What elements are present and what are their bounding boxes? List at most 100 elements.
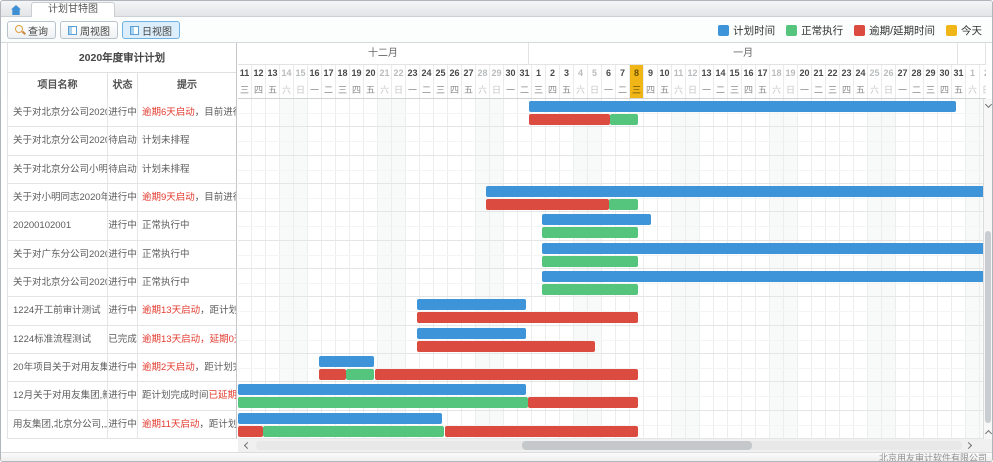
status-cell: 进行中 — [108, 297, 138, 325]
grid-column — [630, 99, 644, 439]
grid-column — [798, 99, 812, 439]
plan-bar[interactable] — [238, 412, 443, 424]
plan-bar[interactable] — [541, 270, 986, 282]
gantt-row — [238, 354, 986, 383]
hint-cell: 逾期9天启动，目前进行中 — [138, 184, 236, 211]
row-divider — [238, 226, 986, 228]
execution-bar[interactable] — [238, 397, 528, 409]
execution-bar[interactable] — [541, 227, 638, 239]
grid-column — [966, 99, 980, 439]
scroll-up-icon[interactable] — [984, 99, 992, 109]
day-number-cell: 23 — [406, 65, 420, 82]
execution-bar[interactable] — [263, 425, 445, 437]
execution-bar[interactable] — [541, 283, 638, 295]
scroll-left-icon[interactable] — [238, 439, 256, 452]
grid-column — [812, 99, 826, 439]
column-header-hint: 提示 — [177, 80, 197, 91]
overdue-bar[interactable] — [527, 397, 638, 409]
week-view-button[interactable]: 周视图 — [60, 21, 118, 39]
plan-bar[interactable] — [541, 214, 651, 226]
status-cell: 待启动 — [108, 155, 138, 183]
query-button[interactable]: 查询 — [7, 21, 56, 39]
month-label — [958, 43, 986, 65]
overdue-bar[interactable] — [417, 312, 638, 324]
horizontal-scrollbar-thumb[interactable] — [522, 441, 752, 450]
overdue-bar[interactable] — [444, 425, 638, 437]
overdue-bar[interactable] — [319, 368, 346, 380]
day-number-cell: 17 — [322, 65, 336, 82]
row-divider — [238, 311, 986, 313]
plan-bar[interactable] — [485, 185, 986, 197]
scroll-right-icon[interactable] — [962, 439, 980, 452]
day-number-cell: 30 — [504, 65, 518, 82]
hint-alert-text: 逾期13天启动，延期0天... — [142, 333, 236, 345]
status-cell: 进行中 — [108, 183, 138, 212]
hint-alert-text: 已延期8天 — [208, 390, 236, 402]
overdue-bar[interactable] — [528, 114, 611, 125]
day-number-cell: 29 — [924, 65, 938, 82]
weekday-cell: 六 — [770, 82, 784, 98]
vertical-scrollbar[interactable] — [983, 99, 992, 439]
vertical-scrollbar-thumb[interactable] — [985, 231, 991, 423]
month-row: 十二月 一月 — [238, 43, 986, 65]
overdue-bar[interactable] — [238, 425, 264, 437]
overdue-bar[interactable] — [485, 198, 609, 210]
execution-bar[interactable] — [345, 368, 375, 380]
hint-cell: 逾期6天启动，目前进行中 — [138, 99, 236, 126]
table-row[interactable]: 1224标准流程测试已完成逾期13天启动，延期0天... — [8, 325, 236, 354]
hint-text: ，距计划完... — [200, 305, 236, 317]
plan-bar[interactable] — [417, 327, 527, 339]
grid-column — [462, 99, 476, 439]
table-row[interactable]: 20200102001 进行中 正常执行中 — [8, 212, 236, 241]
today-day-cell: 8 — [630, 65, 644, 82]
tab-gantt-chart[interactable]: 计划甘特图 — [31, 2, 115, 17]
project-name-cell: 关于对北京分公司2020年... — [8, 127, 108, 155]
day-number-cell: 26 — [448, 65, 462, 82]
row-divider — [238, 424, 986, 426]
legend-item-normal: 正常执行 — [786, 23, 843, 38]
grid-column — [518, 99, 532, 439]
plan-bar[interactable] — [417, 299, 527, 311]
plan-bar[interactable] — [541, 242, 986, 254]
grid-column — [406, 99, 420, 439]
home-icon[interactable] — [10, 3, 22, 15]
overdue-bar[interactable] — [374, 368, 638, 380]
day-number-cell: 7 — [616, 65, 630, 82]
hint-cell: 逾期2天启动，距计划完... — [138, 354, 236, 381]
day-view-button[interactable]: 日视图 — [122, 21, 180, 39]
table-row[interactable]: 12月关于对用友集团,新...进行中距计划完成时间已延期8天 — [8, 382, 236, 411]
weekday-cell: 二 — [518, 82, 532, 98]
day-number-cell: 26 — [882, 65, 896, 82]
plan-bar[interactable] — [319, 355, 375, 367]
day-number-cell: 18 — [336, 65, 350, 82]
hint-alert-text: 逾期2天启动 — [142, 361, 195, 373]
day-number-cell: 1 — [532, 65, 546, 82]
execution-bar[interactable] — [609, 198, 638, 210]
day-number-cell: 31 — [952, 65, 966, 82]
hint-text: ，距计划完... — [194, 361, 236, 373]
overdue-bar[interactable] — [417, 340, 595, 352]
column-header-status: 状态 — [108, 73, 138, 99]
weekday-cell: 二 — [812, 82, 826, 98]
table-row[interactable]: 1224开工前审计测试进行中逾期13天启动，距计划完... — [8, 297, 236, 326]
table-row[interactable]: 20年项目关于对用友集团...进行中逾期2天启动，距计划完... — [8, 353, 236, 383]
execution-bar[interactable] — [610, 114, 638, 125]
status-cell: 进行中 — [108, 410, 138, 438]
day-number-cell: 28 — [476, 65, 490, 82]
execution-bar[interactable] — [541, 255, 638, 267]
table-row[interactable]: 用友集团,北京分公司,上...进行中逾期11天启动，距计划完... — [8, 410, 236, 439]
horizontal-scrollbar[interactable] — [238, 439, 992, 452]
day-number-cell: 28 — [910, 65, 924, 82]
scroll-down-icon[interactable] — [984, 429, 992, 439]
plan-bar[interactable] — [528, 101, 957, 112]
day-number-cell: 12 — [686, 65, 700, 82]
plan-bar[interactable] — [238, 384, 527, 396]
weekday-cell: 五 — [364, 82, 378, 98]
grid-column — [490, 99, 504, 439]
